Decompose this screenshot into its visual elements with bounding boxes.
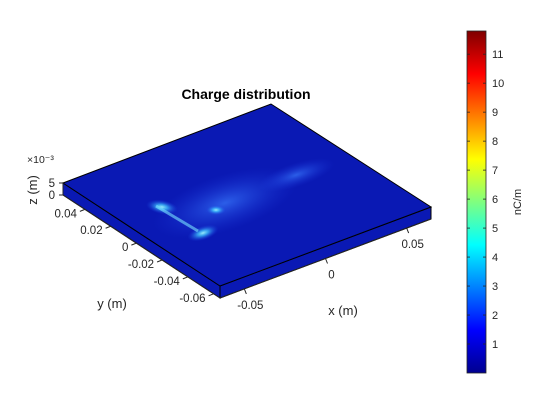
colorbar-gradient: [466, 30, 487, 374]
colorbar: 1 2 3 4 5 6 7 8 9 10 11 nC/m: [466, 30, 524, 374]
y-tick-label: -0.02: [128, 259, 154, 271]
z-tick-label: 5: [49, 178, 55, 190]
y-tick-mark: [156, 259, 163, 263]
charge-hotspot-left: [146, 199, 178, 215]
y-tick-mark: [182, 276, 189, 280]
y-axis-line: [62, 194, 221, 299]
x-tick-mark: [325, 258, 328, 264]
colorbar-tick-label: 4: [492, 252, 498, 264]
y-tick-group: 0.040.02 0-0.02-0.04 -0.06: [54, 208, 214, 305]
y-tick-label: -0.06: [179, 293, 205, 305]
charge-region-center: [153, 167, 297, 239]
x-tick-mark: [243, 288, 247, 295]
colorbar-tick-label: 11: [492, 49, 503, 61]
charge-hotspots: [146, 158, 335, 242]
colorbar-tick-group: 1 2 3 4 5 6 7 8 9 10 11: [467, 49, 504, 351]
charge-edge-left: [155, 204, 199, 233]
z-axis-label: z (m): [25, 175, 40, 205]
y-tick-label: 0.02: [80, 225, 102, 237]
x-axis-label: x (m): [328, 303, 358, 318]
z-exponent-label: ×10⁻³: [27, 154, 54, 166]
x-tick-label: 0: [328, 270, 334, 282]
colorbar-label: nC/m: [512, 189, 524, 215]
chart-title: Charge distribution: [181, 86, 310, 102]
colorbar-tick-label: 1: [492, 339, 498, 351]
plot-area: [61, 103, 433, 299]
y-tick-label: -0.04: [154, 276, 181, 288]
colorbar-tick-label: 9: [492, 107, 498, 119]
y-tick-mark: [79, 208, 86, 212]
colorbar-tick-label: 5: [492, 223, 498, 235]
x-tick-label: 0.05: [401, 239, 423, 251]
y-tick-mark: [105, 225, 111, 229]
colorbar-tick-label: 6: [492, 194, 498, 206]
z-tick-group: 50: [49, 178, 63, 202]
colorbar-tick-label: 7: [492, 165, 498, 177]
colorbar-tick-label: 8: [492, 136, 498, 148]
colorbar-tick-label: 3: [492, 281, 498, 293]
y-tick-mark: [131, 242, 137, 246]
colorbar-tick-label: 10: [492, 78, 504, 90]
colorbar-tick-label: 2: [492, 310, 498, 322]
z-tick-label: 0: [49, 190, 55, 202]
y-tick-label: 0.04: [54, 208, 77, 220]
x-tick-group: -0.05 0 0.05: [237, 227, 424, 312]
x-tick-mark: [406, 227, 410, 234]
y-tick-mark: [208, 293, 214, 297]
y-axis-label: y (m): [97, 296, 127, 311]
x-tick-label: -0.05: [237, 300, 263, 312]
charge-hotspot-center: [206, 205, 226, 215]
y-tick-label: 0: [122, 242, 128, 254]
